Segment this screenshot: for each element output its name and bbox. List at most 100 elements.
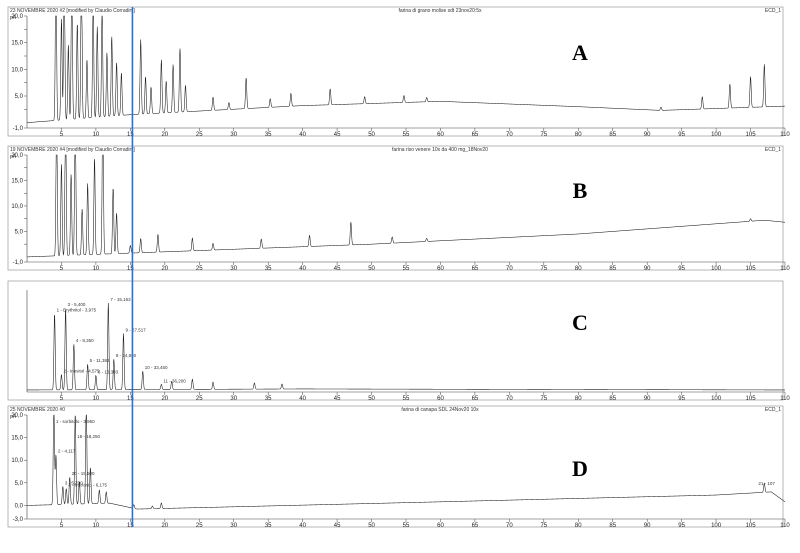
panel-a-xtick-label: 35 [265, 132, 272, 138]
panel-c-peak-label: 8 - 24,850 [116, 353, 137, 358]
panel-d-peak-label: 21 - 107 [758, 481, 775, 486]
panel-a-header-right: ECD_1 [765, 8, 781, 14]
panel-c-peak-label: 11 - 36,200 [163, 378, 186, 383]
panel-a-xtick-label: 85 [609, 132, 616, 138]
panel-d-xtick-label: 65 [472, 523, 479, 529]
panel-d-xtick-label: 60 [437, 523, 444, 529]
panel-b-xtick-label: 30 [230, 266, 237, 272]
panel-d-letter: D [572, 456, 588, 481]
panel-b-xtick-label: 85 [609, 266, 616, 272]
panel-b-xtick-label: 20 [161, 266, 168, 272]
panel-b-trace [26, 154, 786, 258]
panel-a-xtick-label: 55 [403, 132, 410, 138]
panel-b-xtick-label: 65 [472, 266, 479, 272]
panel-d-trace [27, 414, 786, 510]
panel-c-xtick-label: 55 [403, 396, 410, 402]
panel-c-frame [7, 280, 784, 401]
panel-a-ytick-label: 20,0 [11, 14, 23, 20]
panel-c-peak-label: 7 - 15,163 [110, 297, 131, 302]
panel-a-header-left: 23 NOVEMBRE 2020 #2 [modified by Claudio… [10, 8, 135, 14]
panel-d-xtick-label: 45 [334, 523, 341, 529]
panel-c-peak-label: 10 - 33,450 [145, 365, 168, 370]
panel-a-xtick-label: 20 [161, 132, 168, 138]
panel-b-xtick-label: 95 [678, 266, 685, 272]
panel-d-ytick-label: 0,0 [15, 503, 24, 509]
panel-c-peak-label: 5 - 11,383 [90, 358, 110, 363]
panel-c-xtick-label: 10 [93, 396, 100, 402]
panel-d-peak-label: 4 - fructosio - 6,175 [68, 483, 107, 488]
panel-c-peak-label: 6 - 13,383 [98, 369, 119, 374]
panel-a-letter: A [572, 40, 588, 65]
panel-b-xtick-label: 50 [368, 266, 375, 272]
panel-b-xtick-label: 5 [60, 266, 64, 272]
panel-b-letter: B [573, 178, 588, 203]
panel-c-letter: C [572, 310, 588, 335]
panel-b-unit-label: pA [10, 154, 17, 160]
panel-b-header-center: farina riso venere 10x da 400 mg_18Nov20 [392, 147, 488, 153]
panel-d-xtick-label: 25 [196, 523, 203, 529]
panel-c-xtick-label: 20 [161, 396, 168, 402]
panel-a-xtick-label: 70 [506, 132, 513, 138]
panel-c-xtick-label: 70 [506, 396, 513, 402]
panel-a-xtick-label: 90 [644, 132, 651, 138]
panel-c-xtick-label: 15 [127, 396, 134, 402]
panel-a-xtick-label: 25 [196, 132, 203, 138]
panel-d-peak-label: 3 - 5,700 [65, 480, 83, 485]
panel-a-trace [26, 15, 786, 123]
panel-c-xtick-label: 25 [196, 396, 203, 402]
panel-b-ytick-label: 15,0 [11, 178, 23, 184]
panel-b-xtick-label: 105 [746, 266, 757, 272]
panel-c-xtick-label: 100 [711, 396, 722, 402]
panel-b-xtick-label: 35 [265, 266, 272, 272]
panel-d-xtick-label: 75 [540, 523, 547, 529]
panel-d-xtick-label: 80 [575, 523, 582, 529]
panel-a-xtick-label: 10 [93, 132, 100, 138]
panel-a-ytick-label: -1,0 [13, 126, 24, 132]
panel-c-xtick-label: 110 [780, 396, 790, 402]
panel-b-xtick-label: 75 [540, 266, 547, 272]
panel-d-xtick-label: 30 [230, 523, 237, 529]
panel-b-xtick-label: 70 [506, 266, 513, 272]
panel-c-xtick-label: 35 [265, 396, 272, 402]
panel-b-xtick-label: 40 [299, 266, 306, 272]
panel-d-ytick-label: 15,0 [11, 436, 23, 442]
panel-a-xtick-label: 80 [575, 132, 582, 138]
panel-a-xtick-label: 65 [472, 132, 479, 138]
panel-d-header-center: farina di canapa SDL 24Nov20 10x [401, 407, 479, 413]
panel-a-xtick-label: 105 [746, 132, 757, 138]
panel-d-xtick-label: 85 [609, 523, 616, 529]
panel-c-peak-label: 3 - 5,400 [68, 302, 86, 307]
panel-c-xtick-label: 40 [299, 396, 306, 402]
panel-c-peak-label: 4 - 8,350 [76, 338, 94, 343]
panel-d-unit-label: pA [10, 414, 17, 420]
panel-c-xtick-label: 30 [230, 396, 237, 402]
panel-b-header-left: 19 NOVEMBRE 2020 #4 [modified by Claudio… [10, 147, 135, 153]
panel-d-header-left: 25 NOVEMBRE 2020 #0 [10, 407, 65, 413]
panel-a-xtick-label: 100 [711, 132, 722, 138]
panel-d-xtick-label: 55 [403, 523, 410, 529]
panel-b-xtick-label: 90 [644, 266, 651, 272]
panel-b-xtick-label: 110 [780, 266, 790, 272]
panel-b-xtick-label: 80 [575, 266, 582, 272]
panel-a-xtick-label: 15 [127, 132, 134, 138]
panel-d-peak-label: 20 - 19,500 [72, 471, 95, 476]
panel-c-peak-label: 1 - Erythritol - 3,975 [57, 307, 97, 312]
panel-d-frame [7, 405, 784, 528]
panel-b-xtick-label: 55 [403, 266, 410, 272]
panel-b-xtick-label: 15 [127, 266, 134, 272]
panel-c-xtick-label: 45 [334, 396, 341, 402]
panel-b-xtick-label: 100 [711, 266, 722, 272]
panel-d-xtick-label: 100 [711, 523, 722, 529]
panel-d-peak-label: 2 - 4,117 [58, 449, 76, 454]
panel-b-xtick-label: 10 [93, 266, 100, 272]
panel-c-xtick-label: 90 [644, 396, 651, 402]
panel-a-ytick-label: 10,0 [11, 67, 23, 73]
panel-c-xtick-label: 5 [60, 396, 64, 402]
panel-c-xtick-label: 105 [746, 396, 757, 402]
panel-d-xtick-label: 50 [368, 523, 375, 529]
panel-c-xtick-label: 60 [437, 396, 444, 402]
panel-d-xtick-label: 95 [678, 523, 685, 529]
panel-d-ytick-label: 20,0 [11, 413, 23, 419]
panel-d-header-right: ECD_1 [765, 407, 781, 413]
